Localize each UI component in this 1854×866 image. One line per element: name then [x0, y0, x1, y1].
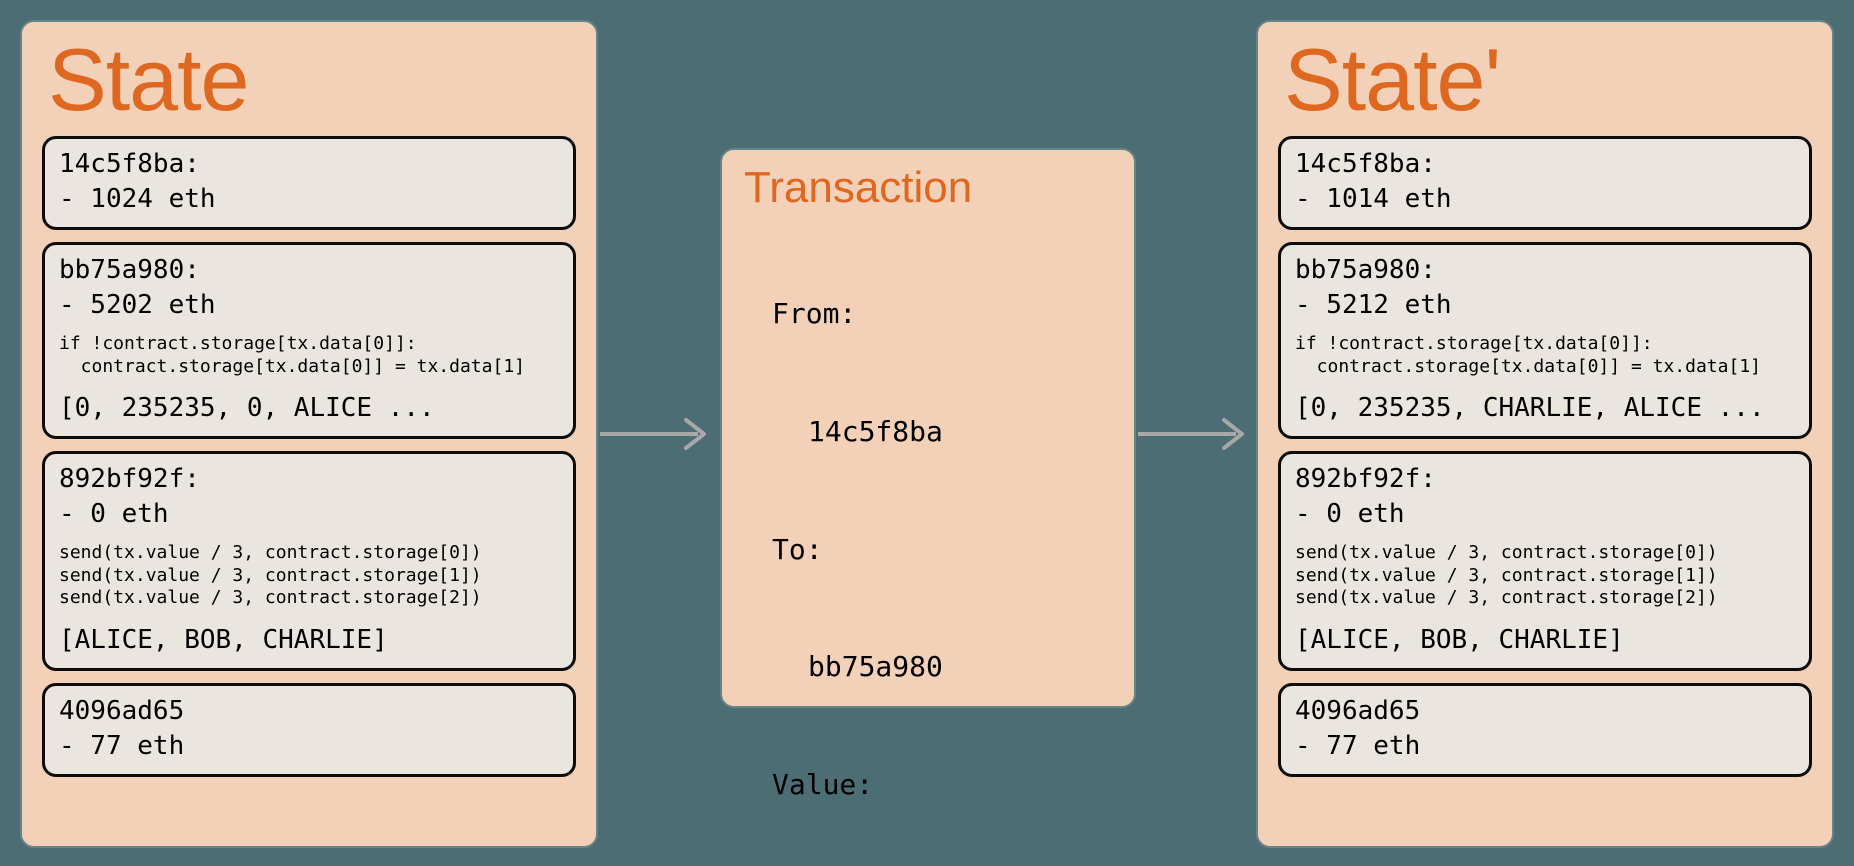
- transaction-title: Transaction: [744, 166, 1112, 210]
- account-balance: - 0 eth: [59, 497, 559, 532]
- state-after-panel: State' 14c5f8ba: - 1014 eth bb75a980: - …: [1256, 20, 1834, 848]
- account-balance: - 77 eth: [1295, 729, 1795, 764]
- account-balance: - 77 eth: [59, 729, 559, 764]
- account-balance: - 5212 eth: [1295, 288, 1795, 323]
- account-balance: - 0 eth: [1295, 497, 1795, 532]
- account-balance: - 1014 eth: [1295, 182, 1795, 217]
- account-box: 14c5f8ba: - 1024 eth: [42, 136, 576, 230]
- tx-from-label: From:: [772, 294, 1112, 333]
- account-address: bb75a980:: [59, 253, 559, 288]
- account-box: 4096ad65 - 77 eth: [42, 683, 576, 777]
- state-before-title: State: [48, 36, 576, 124]
- account-box: 892bf92f: - 0 eth send(tx.value / 3, con…: [42, 451, 576, 670]
- account-address: 892bf92f:: [59, 462, 559, 497]
- account-address: 892bf92f:: [1295, 462, 1795, 497]
- transaction-panel: Transaction From: 14c5f8ba To: bb75a980 …: [720, 148, 1136, 708]
- account-storage: [0, 235235, 0, ALICE ...: [59, 392, 559, 426]
- account-address: 14c5f8ba:: [59, 147, 559, 182]
- account-storage: [ALICE, BOB, CHARLIE]: [59, 624, 559, 658]
- account-box: 4096ad65 - 77 eth: [1278, 683, 1812, 777]
- arrow-right-icon: [1138, 416, 1256, 452]
- tx-to-label: To:: [772, 530, 1112, 569]
- state-after-title: State': [1284, 36, 1812, 124]
- account-address: 4096ad65: [59, 694, 559, 729]
- tx-to-value: bb75a980: [808, 647, 1112, 686]
- account-balance: - 1024 eth: [59, 182, 559, 217]
- tx-from-value: 14c5f8ba: [808, 412, 1112, 451]
- account-code: if !contract.storage[tx.data[0]]: contra…: [59, 333, 559, 378]
- state-before-panel: State 14c5f8ba: - 1024 eth bb75a980: - 5…: [20, 20, 598, 848]
- account-address: 14c5f8ba:: [1295, 147, 1795, 182]
- account-box: bb75a980: - 5202 eth if !contract.storag…: [42, 242, 576, 439]
- account-balance: - 5202 eth: [59, 288, 559, 323]
- account-code: if !contract.storage[tx.data[0]]: contra…: [1295, 333, 1795, 378]
- account-box: bb75a980: - 5212 eth if !contract.storag…: [1278, 242, 1812, 439]
- arrow-right-icon: [600, 416, 718, 452]
- account-box: 892bf92f: - 0 eth send(tx.value / 3, con…: [1278, 451, 1812, 670]
- account-address: bb75a980:: [1295, 253, 1795, 288]
- tx-value-label: Value:: [772, 765, 1112, 804]
- account-storage: [0, 235235, CHARLIE, ALICE ...: [1295, 392, 1795, 426]
- account-code: send(tx.value / 3, contract.storage[0]) …: [59, 542, 559, 610]
- account-box: 14c5f8ba: - 1014 eth: [1278, 136, 1812, 230]
- account-storage: [ALICE, BOB, CHARLIE]: [1295, 624, 1795, 658]
- diagram-stage: State 14c5f8ba: - 1024 eth bb75a980: - 5…: [0, 0, 1854, 866]
- account-code: send(tx.value / 3, contract.storage[0]) …: [1295, 542, 1795, 610]
- account-address: 4096ad65: [1295, 694, 1795, 729]
